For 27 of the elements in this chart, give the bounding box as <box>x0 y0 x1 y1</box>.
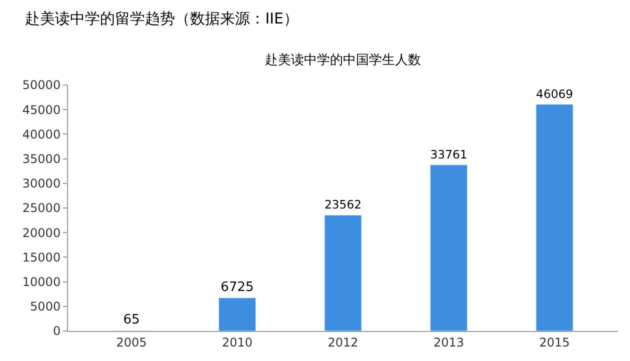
y-tick-label: 20000 <box>22 226 61 240</box>
x-tick-label: 2010 <box>222 335 253 350</box>
y-tick-label: 35000 <box>22 152 61 166</box>
x-tick-label: 2015 <box>539 335 570 350</box>
data-label: 33761 <box>430 147 468 162</box>
chart-title: 赴美读中学的留学趋势（数据来源：IIE） <box>25 9 299 28</box>
y-tick-label: 25000 <box>22 201 61 216</box>
x-tick-label: 2005 <box>116 335 147 350</box>
bar <box>324 214 362 331</box>
x-tick-label: 2012 <box>328 335 358 350</box>
data-label: 23562 <box>324 197 362 212</box>
bar <box>430 164 468 331</box>
data-label: 6725 <box>220 280 254 295</box>
x-tick-label: 2013 <box>433 335 464 350</box>
data-label: 46069 <box>536 86 574 101</box>
chart-subtitle: 赴美读中学的中国学生人数 <box>265 52 421 68</box>
y-tick-label: 40000 <box>22 127 61 142</box>
y-tick-label: 5000 <box>30 300 61 314</box>
y-tick-label: 45000 <box>22 102 61 117</box>
y-tick-label: 15000 <box>22 250 61 264</box>
bar <box>536 104 574 331</box>
y-tick-label: 0 <box>52 324 61 338</box>
y-tick-label: 50000 <box>22 78 61 92</box>
y-tick-label: 30000 <box>22 176 61 191</box>
data-label: 65 <box>123 312 140 328</box>
y-tick-label: 10000 <box>22 275 61 289</box>
bar <box>218 298 256 331</box>
